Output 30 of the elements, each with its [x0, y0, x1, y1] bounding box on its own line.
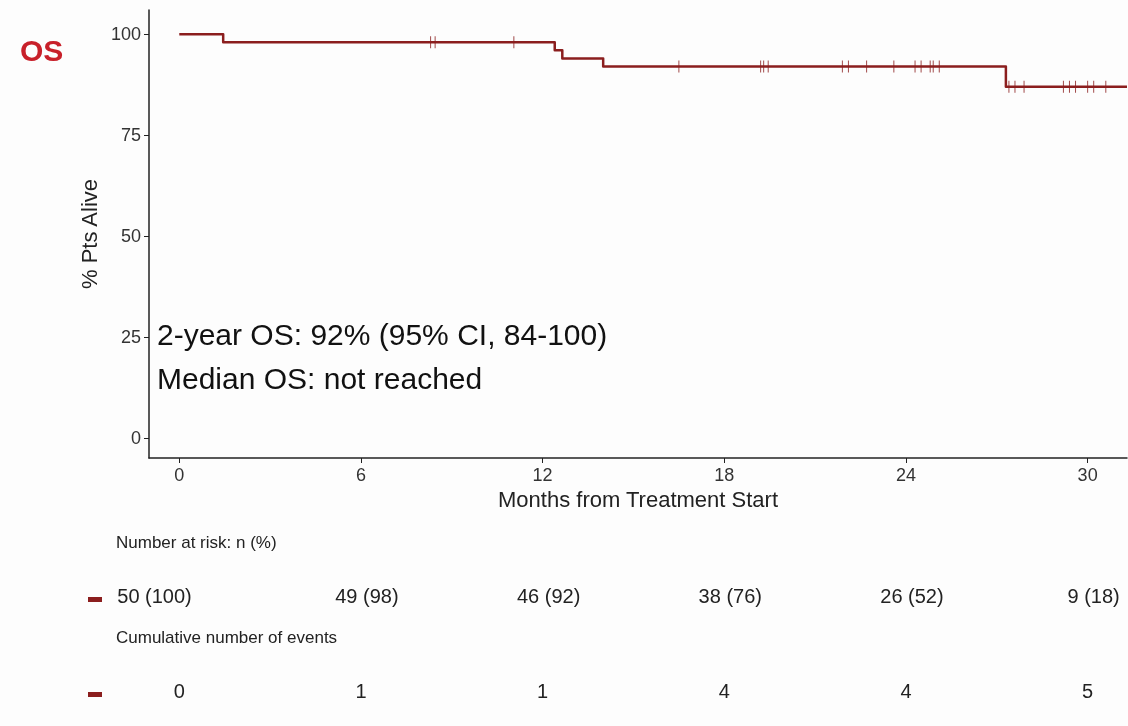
text: 50 (100)	[117, 585, 192, 608]
y-tick-label: 50	[120, 226, 141, 247]
x-tick-label: 24	[895, 465, 916, 485]
y-axis-title: % Pts Alive	[76, 178, 102, 290]
text: Number at risk: n (%)	[116, 533, 277, 553]
text: 26 (52)	[880, 585, 944, 608]
x-tick-label: 30	[1077, 465, 1098, 485]
text: 1	[355, 680, 367, 703]
text: 1	[537, 680, 549, 703]
x-tick-label: 18	[714, 465, 735, 485]
y-tick-label: 100	[110, 24, 141, 45]
text: 0	[173, 680, 185, 703]
x-tick-label: 0	[174, 465, 185, 485]
y-tick-label: 75	[120, 125, 141, 146]
annotation: 2-year OS: 92% (95% CI, 84-100)	[157, 318, 608, 352]
text: 4	[900, 680, 912, 703]
x-tick-label: 12	[532, 465, 553, 485]
text: 38 (76)	[698, 585, 762, 608]
x-axis-title: Months from Treatment Start	[498, 487, 778, 513]
text: 49 (98)	[335, 585, 399, 608]
text: 4	[718, 680, 730, 703]
text: OS	[20, 34, 64, 68]
text: 9 (18)	[1067, 585, 1120, 608]
annotation: Median OS: not reached	[157, 362, 483, 396]
text: 5	[1082, 680, 1094, 703]
text: 46 (92)	[516, 585, 581, 608]
text: Cumulative number of events	[116, 628, 338, 648]
y-tick-label: 0	[130, 427, 141, 448]
y-tick-label: 25	[120, 326, 141, 347]
x-tick-label: 6	[355, 465, 366, 485]
